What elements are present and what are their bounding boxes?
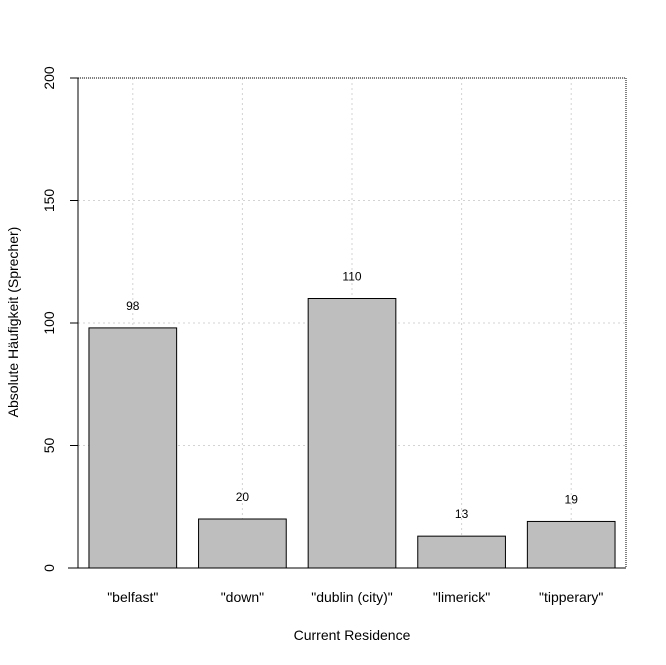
bar [307, 298, 397, 569]
bar-layer [88, 298, 616, 569]
x-axis-title: Current Residence [294, 627, 411, 643]
x-tick-label: "belfast" [107, 589, 158, 605]
bar [198, 518, 287, 569]
y-tick-label: 100 [41, 311, 57, 335]
data-label: 13 [455, 507, 469, 521]
axis-layer: "belfast" "down" "dublin (city)" "limerick"… [41, 66, 627, 605]
data-label: 20 [236, 490, 250, 504]
y-tick-label: 50 [41, 438, 57, 454]
y-axis-title: Absolute Häufigkeit (Sprecher) [5, 227, 21, 418]
bar [88, 327, 178, 569]
x-tick-label: "down" [221, 589, 264, 605]
x-tick-label: "limerick" [433, 589, 490, 605]
data-label-layer: 98 20 110 13 19 [126, 270, 578, 522]
data-label: 110 [342, 270, 361, 284]
data-label: 98 [126, 299, 140, 313]
x-tick-label: "dublin (city)" [311, 589, 393, 605]
y-tick-label: 150 [41, 189, 57, 213]
y-tick-label: 0 [41, 564, 57, 572]
data-label: 19 [565, 492, 579, 506]
y-tick-label: 200 [41, 66, 57, 90]
bar [417, 535, 506, 569]
x-tick-label: "tipperary" [539, 589, 603, 605]
bar [526, 520, 616, 569]
